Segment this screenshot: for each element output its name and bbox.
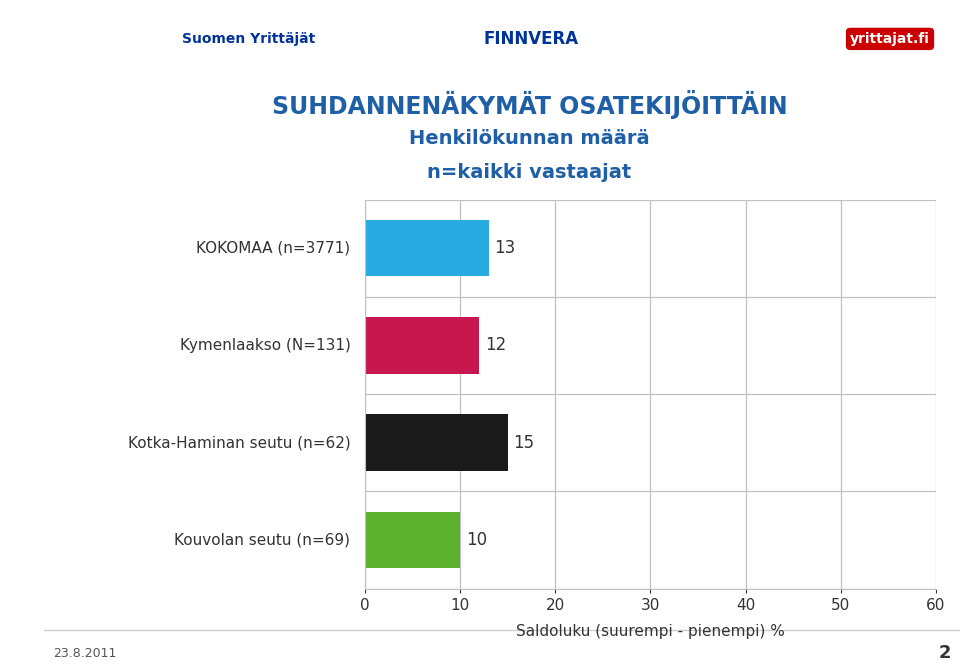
- Text: KOKOMAA (n=3771): KOKOMAA (n=3771): [196, 241, 350, 255]
- Text: 23.8.2011: 23.8.2011: [54, 647, 117, 660]
- Text: Kouvolan seutu (n=69): Kouvolan seutu (n=69): [175, 533, 350, 547]
- Bar: [365, 511, 460, 568]
- Text: SUHDANNENÄKYMÄT OSATEKIJÖITTÄIN: SUHDANNENÄKYMÄT OSATEKIJÖITTÄIN: [272, 90, 787, 119]
- Bar: [365, 317, 479, 374]
- Text: 2: 2: [938, 644, 950, 662]
- Bar: [365, 414, 508, 471]
- Text: Henkilökunnan määrä: Henkilökunnan määrä: [409, 129, 650, 148]
- Bar: [365, 220, 489, 277]
- Text: yrittajat.fi: yrittajat.fi: [851, 32, 930, 46]
- Text: 12: 12: [485, 336, 506, 354]
- Text: Suomen Yrittäjät: Suomen Yrittäjät: [181, 32, 315, 46]
- Text: Kotka-Haminan seutu (n=62): Kotka-Haminan seutu (n=62): [128, 435, 350, 450]
- X-axis label: Saldoluku (suurempi - pienempi) %: Saldoluku (suurempi - pienempi) %: [516, 624, 785, 638]
- Text: 15: 15: [514, 434, 535, 452]
- Text: Kymenlaakso (N=131): Kymenlaakso (N=131): [180, 338, 350, 353]
- Text: n=kaikki vastaajat: n=kaikki vastaajat: [427, 163, 632, 182]
- Text: FINNVERA: FINNVERA: [484, 30, 579, 48]
- Text: 10: 10: [466, 531, 487, 549]
- Text: 13: 13: [494, 239, 516, 257]
